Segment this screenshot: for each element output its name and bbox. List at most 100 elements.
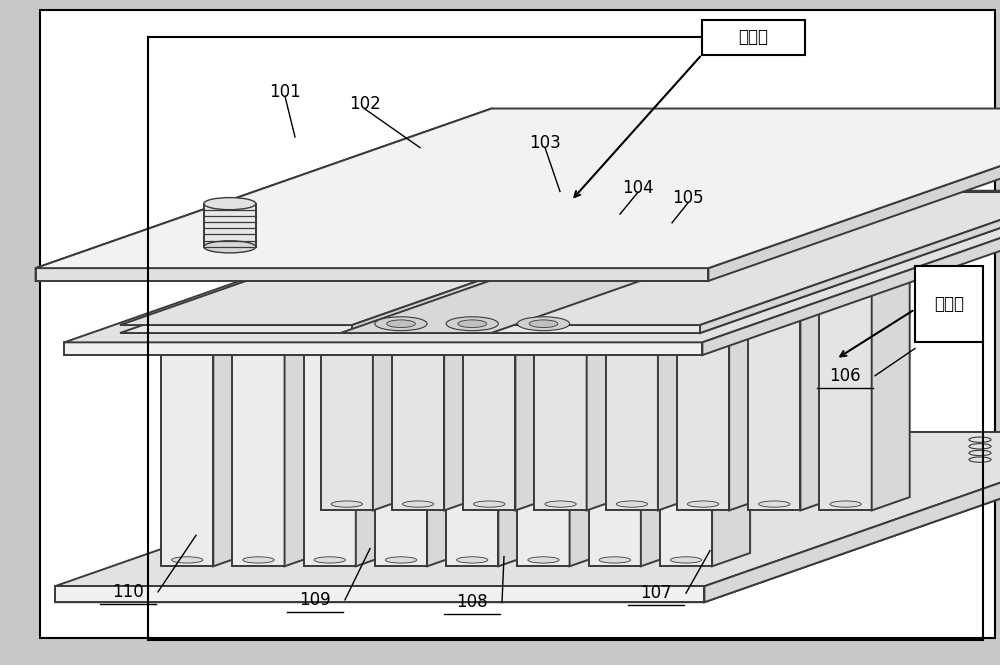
Polygon shape [748,281,800,511]
Polygon shape [704,432,1000,602]
Polygon shape [340,200,871,333]
Ellipse shape [172,557,203,563]
Polygon shape [55,448,1000,602]
Ellipse shape [581,265,599,273]
Polygon shape [587,267,625,511]
Text: 105: 105 [672,189,704,207]
Ellipse shape [534,275,587,286]
Ellipse shape [517,331,570,342]
Polygon shape [480,192,1000,325]
Polygon shape [641,323,679,567]
Ellipse shape [458,320,487,328]
Ellipse shape [546,264,575,272]
Polygon shape [517,336,570,567]
Ellipse shape [321,275,373,286]
Polygon shape [446,336,498,567]
Polygon shape [213,323,251,567]
Ellipse shape [517,317,570,331]
Ellipse shape [687,501,719,507]
Polygon shape [660,336,712,567]
Ellipse shape [314,557,345,563]
Text: 104: 104 [622,178,654,197]
Ellipse shape [589,331,641,342]
Polygon shape [480,200,1000,333]
Ellipse shape [529,320,558,328]
Text: 107: 107 [640,584,672,602]
Bar [702,20,805,55]
Ellipse shape [375,317,427,331]
Ellipse shape [819,275,872,286]
Ellipse shape [689,264,717,272]
Ellipse shape [593,258,623,271]
Ellipse shape [457,557,488,563]
Ellipse shape [385,557,417,563]
Polygon shape [120,192,732,325]
Ellipse shape [375,331,427,342]
Ellipse shape [474,501,505,507]
Text: 101: 101 [269,82,301,101]
Text: 109: 109 [299,591,331,609]
Ellipse shape [677,261,729,275]
Polygon shape [55,587,704,602]
Ellipse shape [204,241,256,253]
Text: 108: 108 [456,593,488,612]
Polygon shape [304,336,356,567]
Ellipse shape [606,253,624,261]
Ellipse shape [660,331,712,342]
Ellipse shape [446,331,498,342]
Ellipse shape [446,317,498,331]
Polygon shape [708,108,1000,281]
Ellipse shape [204,198,256,209]
Polygon shape [606,281,658,511]
Ellipse shape [606,268,624,276]
Polygon shape [498,323,536,567]
Polygon shape [232,336,285,567]
Polygon shape [161,336,213,567]
Polygon shape [392,281,444,511]
Polygon shape [702,191,1000,355]
Polygon shape [64,342,702,355]
Polygon shape [700,192,1000,333]
Polygon shape [444,267,482,511]
Text: 循环泵: 循环泵 [934,295,964,313]
Polygon shape [55,432,1000,587]
Polygon shape [515,267,553,511]
Polygon shape [872,267,910,511]
Polygon shape [64,191,1000,342]
Ellipse shape [545,501,576,507]
Polygon shape [36,108,1000,268]
Polygon shape [729,267,767,511]
Ellipse shape [606,261,658,275]
Ellipse shape [670,557,702,563]
Text: 106: 106 [829,366,861,385]
Ellipse shape [161,331,213,342]
Ellipse shape [759,501,790,507]
Ellipse shape [830,501,861,507]
Text: 换热器: 换热器 [738,28,768,47]
Ellipse shape [599,557,630,563]
Ellipse shape [243,557,274,563]
Polygon shape [204,203,256,247]
Polygon shape [356,323,394,567]
Ellipse shape [621,261,639,269]
Polygon shape [321,281,373,511]
Polygon shape [712,323,750,567]
Polygon shape [800,267,838,511]
Ellipse shape [331,501,362,507]
Polygon shape [375,336,427,567]
Polygon shape [570,323,608,567]
Ellipse shape [528,557,559,563]
Polygon shape [120,200,732,333]
Polygon shape [373,267,411,511]
Ellipse shape [606,275,658,286]
Ellipse shape [748,275,800,286]
Polygon shape [36,108,492,281]
Polygon shape [427,323,465,567]
Polygon shape [677,281,729,511]
Polygon shape [589,336,641,567]
Text: 103: 103 [529,134,561,152]
Polygon shape [819,281,872,511]
Ellipse shape [402,501,434,507]
Ellipse shape [463,275,515,286]
Ellipse shape [616,501,647,507]
